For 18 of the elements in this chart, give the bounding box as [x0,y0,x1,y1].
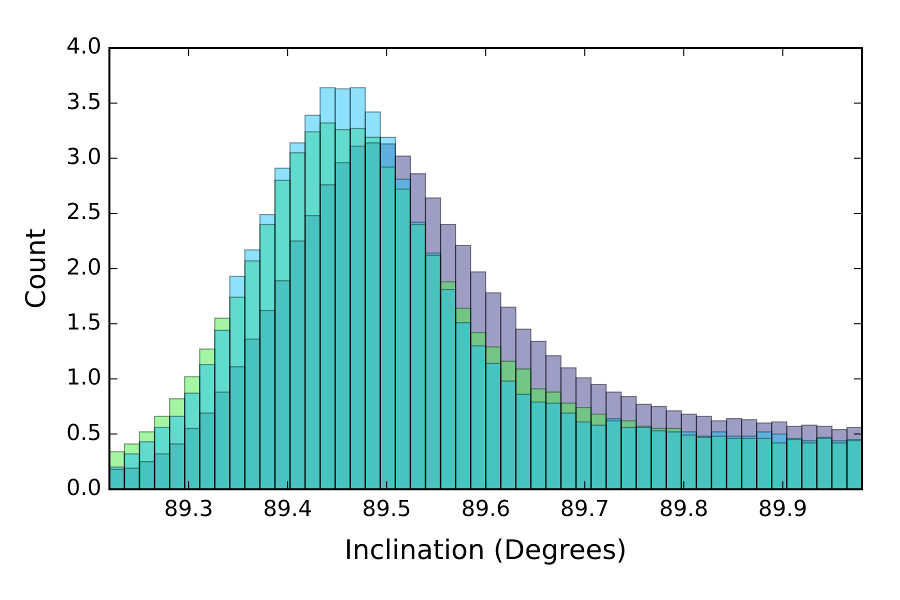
y-tick-label: 4.0 [66,34,102,60]
y-tick-label: 1.0 [66,366,102,391]
y-tick-label: 1.5 [66,310,102,336]
x-tick-label: 89.4 [263,497,312,522]
x-tick-label: 89.9 [758,497,808,522]
x-tick-label: 89.8 [659,497,708,522]
y-tick-label: 0.5 [66,420,102,446]
y-tick-label: 2.0 [66,255,102,280]
y-axis-title: Count [21,228,52,309]
x-tick-label: 89.5 [362,497,412,522]
x-tick-label: 89.6 [461,497,510,522]
y-tick-label: 0.0 [66,476,102,501]
x-tick-label: 89.7 [560,497,610,522]
x-tick-label: 89.3 [164,497,214,522]
y-tick-label: 2.5 [66,200,102,226]
x-axis-title: Inclination (Degrees) [344,534,627,566]
y-tick-label: 3.0 [66,145,102,170]
y-tick-label: 3.5 [66,90,102,115]
